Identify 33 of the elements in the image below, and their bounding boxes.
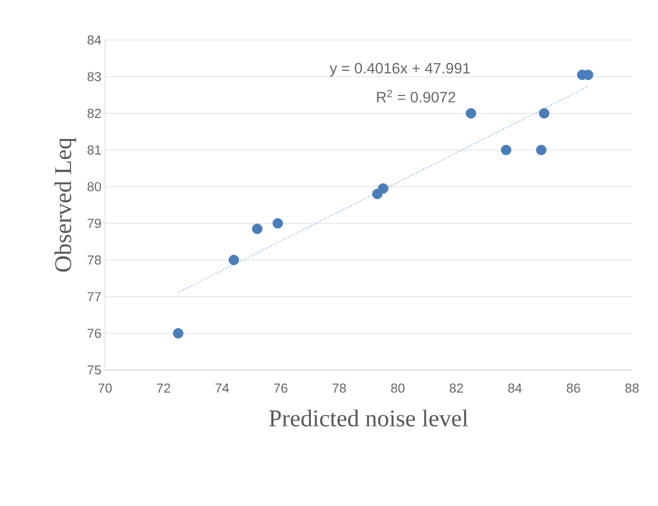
x-axis-title: Predicted noise level [269,410,468,426]
y-tick-label: 81 [88,145,101,155]
point [500,144,512,156]
x-tick-label: 82 [450,384,463,393]
point [536,144,546,156]
y-axis-title: Observed Leq [54,138,76,272]
x-tick-label: 88 [625,384,639,393]
annotation: R$^{2}$ = 0.9072 [377,90,456,102]
x-tick-label: 86 [566,384,580,393]
point [228,254,240,266]
y-tick-label: 83 [88,72,101,82]
y-tick-label: 82 [88,108,101,118]
y-tick-label: 77 [88,292,101,302]
point [538,108,550,119]
y-tick-label: 80 [88,182,101,192]
x-tick-label: 74 [216,384,229,392]
x-tick-label: 84 [508,384,522,393]
x-tick-label: 72 [157,384,170,393]
y-tick-label: 79 [88,218,101,228]
x-tick-label: 76 [274,384,288,393]
x-tick-label: 80 [391,384,405,393]
point [252,224,262,234]
x-tick-label: 78 [332,384,346,393]
point [272,218,283,229]
point [378,183,388,194]
point [172,328,184,339]
y-tick-label: 84 [88,35,102,45]
x-tick-label: 70 [98,384,112,393]
annotation: y = 0.4016x + 47.991 [330,62,470,76]
y-tick-label: 75 [88,365,101,375]
y-tick-label: 76 [88,328,101,338]
y-tick-label: 78 [88,255,101,265]
point [466,108,476,119]
